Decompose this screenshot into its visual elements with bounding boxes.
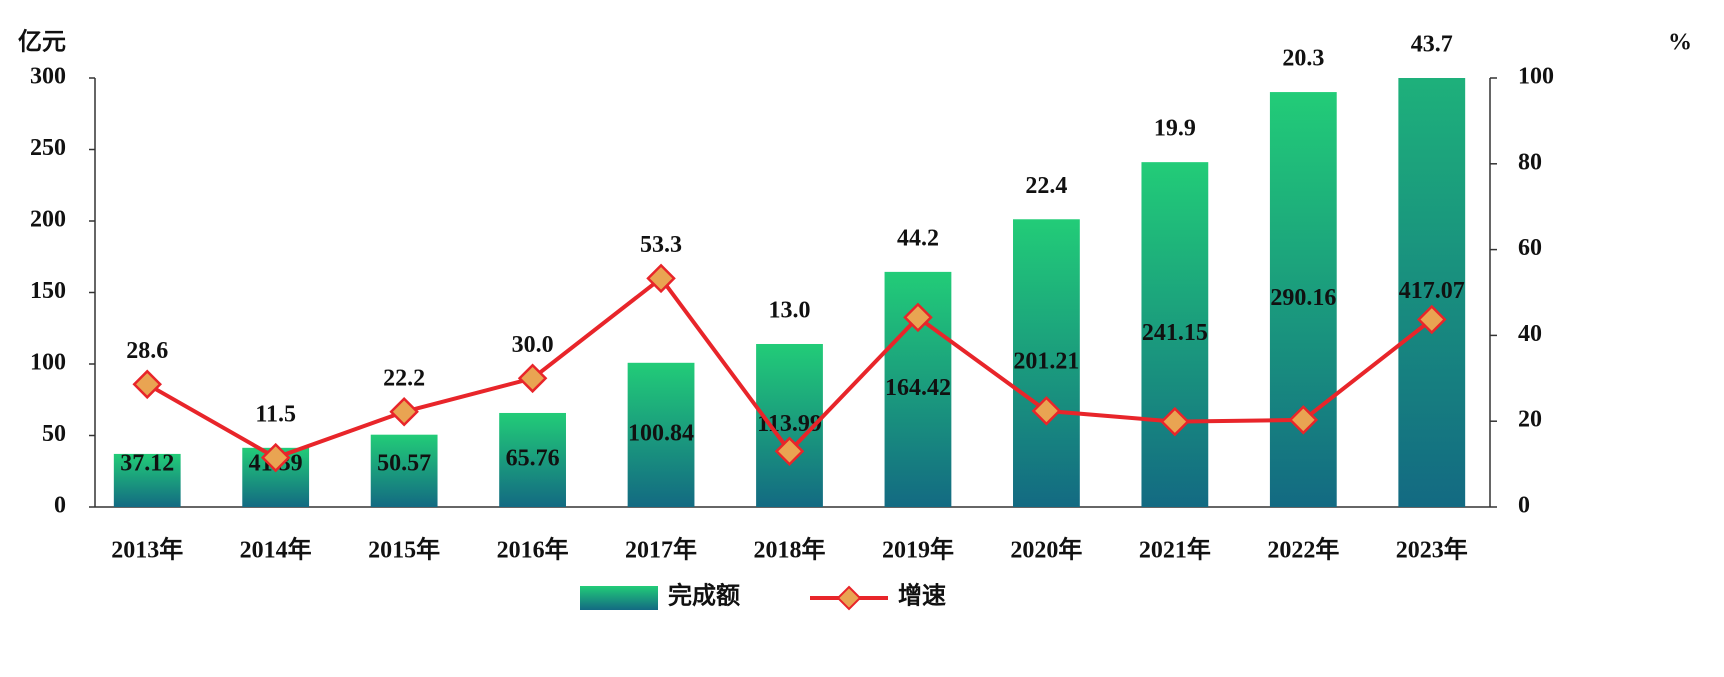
- marker: [260, 442, 291, 473]
- bar-value-label: 241.15: [1142, 320, 1208, 346]
- line-value-label: 53.3: [640, 232, 682, 258]
- line-value-label: 22.2: [383, 365, 425, 391]
- bar: [1269, 92, 1337, 507]
- marker: [389, 396, 419, 427]
- line-value-label: 13.0: [769, 297, 811, 323]
- line-value-label: 44.2: [897, 225, 939, 251]
- marker: [1288, 405, 1319, 435]
- bar: [113, 453, 181, 507]
- x-tick-label: 2019年: [882, 536, 954, 564]
- line-value-label: 19.9: [1154, 116, 1196, 142]
- x-tick-label: 2016年: [497, 536, 569, 564]
- bar-value-label: 37.12: [120, 451, 174, 477]
- line-value-label: 43.7: [1411, 32, 1453, 58]
- line-value-label: 11.5: [255, 401, 296, 427]
- bar-value-label: 201.21: [1013, 349, 1079, 375]
- bar: [1141, 162, 1209, 507]
- bar-value-label: 290.16: [1270, 285, 1336, 311]
- y-tick-label: 150: [30, 278, 66, 304]
- y-tick-label: 100: [30, 350, 66, 376]
- y2-tick-label: 0: [1518, 493, 1530, 519]
- x-tick-label: 2015年: [368, 536, 440, 564]
- legend-marker: [836, 585, 862, 611]
- y-tick-label: 250: [30, 135, 66, 161]
- x-tick-label: 2013年: [111, 536, 183, 564]
- bar: [627, 362, 695, 507]
- y-tick-label: 0: [54, 493, 66, 519]
- y2-tick-label: 60: [1518, 235, 1542, 261]
- marker: [517, 363, 548, 394]
- line-value-label: 28.6: [126, 338, 168, 364]
- y2-tick-label: 40: [1518, 321, 1542, 347]
- y2-tick-label: 20: [1518, 407, 1542, 433]
- line-value-label: 30.0: [512, 332, 554, 358]
- x-tick-label: 2017年: [625, 536, 697, 564]
- marker: [132, 369, 162, 400]
- legend-swatch: [580, 586, 658, 610]
- line-value-label: 22.4: [1025, 173, 1067, 199]
- x-tick-label: 2018年: [754, 536, 826, 564]
- marker: [646, 263, 676, 294]
- marker: [774, 436, 805, 466]
- line-value-label: 20.3: [1282, 46, 1324, 72]
- legend-label: 增速: [898, 582, 946, 610]
- legend-label: 完成额: [668, 582, 740, 610]
- marker: [1160, 406, 1190, 437]
- bar-value-label: 100.84: [628, 420, 694, 446]
- bar: [1398, 78, 1466, 507]
- x-tick-label: 2021年: [1139, 536, 1211, 564]
- marker: [1417, 304, 1447, 335]
- y2-axis-label: %: [1668, 30, 1692, 56]
- y-axis-label: 亿元: [18, 29, 66, 56]
- bar: [1013, 219, 1080, 507]
- x-tick-label: 2020年: [1010, 536, 1082, 564]
- x-tick-label: 2022年: [1267, 536, 1339, 564]
- y-tick-label: 50: [42, 421, 66, 447]
- bar-group: [113, 78, 1466, 507]
- bar: [370, 434, 438, 507]
- y2-tick-label: 100: [1518, 64, 1554, 90]
- y-tick-label: 300: [30, 64, 66, 90]
- bar: [499, 412, 566, 507]
- x-tick-label: 2023年: [1396, 536, 1468, 564]
- bar-value-label: 164.42: [885, 375, 951, 401]
- y-tick-label: 200: [30, 207, 66, 233]
- marker: [903, 302, 933, 333]
- y2-tick-label: 80: [1518, 149, 1542, 175]
- bar-value-label: 65.76: [506, 445, 560, 471]
- marker: [1031, 396, 1062, 426]
- x-tick-label: 2014年: [240, 536, 312, 564]
- bar-value-label: 417.07: [1399, 278, 1465, 304]
- bar-value-label: 50.57: [377, 451, 431, 477]
